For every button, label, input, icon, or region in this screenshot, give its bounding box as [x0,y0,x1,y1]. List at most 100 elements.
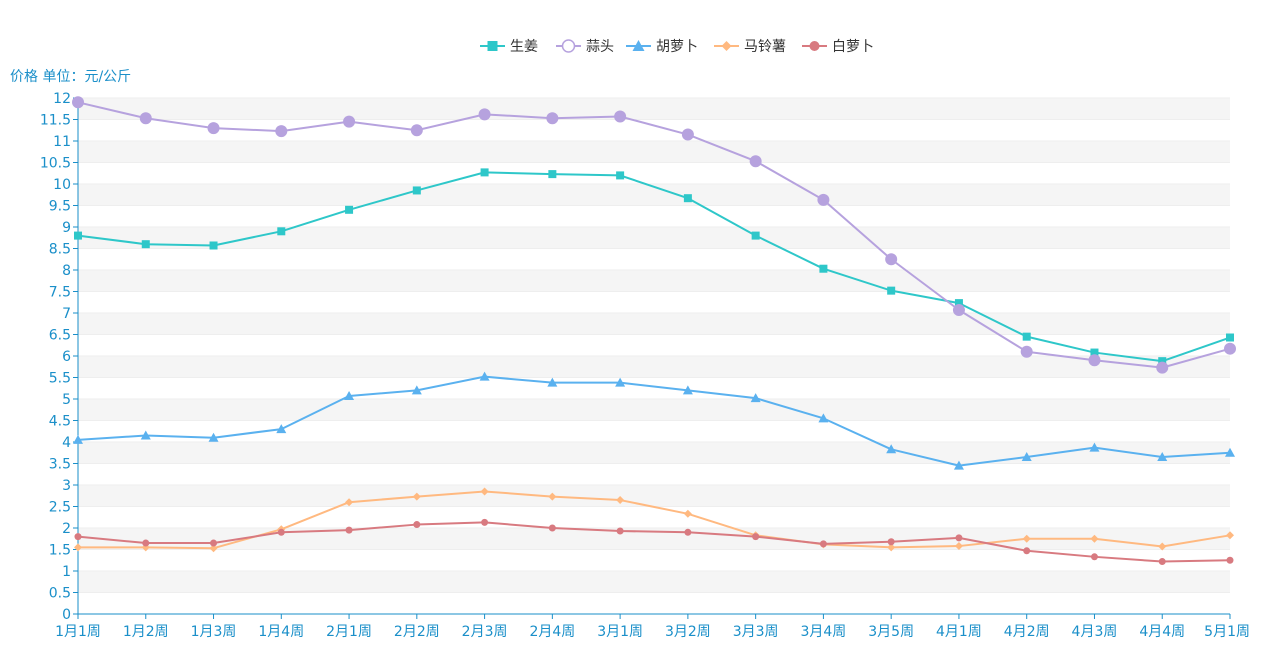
y-axis-ticks: 00.511.522.533.544.555.566.577.588.599.5… [40,91,78,623]
legend-marker [632,40,645,51]
data-point [616,527,624,535]
data-point [208,432,219,442]
data-point [1224,342,1236,355]
data-point [209,241,218,250]
data-point [1022,534,1031,543]
data-point [952,303,965,316]
data-point [139,112,152,125]
legend-label: 白萝卜 [832,39,874,55]
data-point [819,540,827,548]
data-point [887,538,895,546]
data-point [953,460,964,470]
data-point [751,231,760,240]
data-point [1021,452,1032,462]
data-point [345,498,354,507]
grid-band [78,442,1230,464]
y-tick-label: 9 [62,220,71,236]
x-tick-label: 2月1周 [326,624,372,640]
grid-band [78,356,1230,378]
y-tick-label: 1 [62,564,71,580]
y-tick-label: 2 [62,521,71,537]
y-tick-label: 0.5 [49,586,71,602]
gridlines [78,97,1230,593]
data-point [74,543,82,552]
data-point [480,487,489,496]
data-point [749,155,762,168]
y-tick-label: 10.5 [40,156,71,172]
data-point [74,231,82,240]
legend-item-5[interactable]: 白萝卜 [802,39,874,55]
data-point [1020,345,1033,358]
data-point [345,205,354,214]
data-point [209,544,218,553]
data-point [413,521,421,529]
data-point [1158,542,1167,551]
y-tick-label: 4.5 [49,414,71,430]
data-point [615,377,626,387]
y-tick-label: 1.5 [49,543,71,559]
data-point [752,533,760,541]
y-tick-label: 7 [62,306,71,322]
y-tick-label: 4 [62,435,71,451]
grid-band [78,270,1230,292]
x-tick-label: 2月2周 [394,624,440,640]
data-point [1156,361,1169,374]
x-tick-label: 4月2周 [1004,624,1050,640]
grid-band [78,313,1230,335]
grid-band [78,571,1230,593]
data-point [682,385,693,395]
data-point [343,115,356,128]
data-point [276,424,287,434]
data-point [410,124,423,137]
data-point [547,377,558,387]
data-point [277,227,286,236]
series-lines [72,96,1236,566]
x-tick-label: 4月1周 [936,624,982,640]
data-point [1225,447,1235,457]
y-tick-label: 10 [53,177,71,193]
data-point [1090,534,1099,543]
x-tick-label: 4月3周 [1072,624,1118,640]
data-point [1226,531,1234,540]
x-tick-label: 3月3周 [733,624,779,640]
data-point [614,110,627,123]
x-tick-label: 1月1周 [55,624,101,640]
data-point [1158,558,1166,566]
series-5 [74,518,1234,566]
data-point [1226,556,1234,564]
series-3 [73,371,1235,470]
data-point [210,539,218,547]
legend-label: 蒜头 [586,39,614,55]
data-point [1226,333,1234,342]
data-point [1088,354,1101,367]
data-point [887,543,896,552]
x-tick-label: 3月4周 [800,624,846,640]
data-point [345,526,353,534]
grid-bands [78,98,1230,593]
y-tick-label: 3 [62,478,71,494]
y-tick-label: 12 [53,91,71,107]
data-point [1022,332,1031,341]
data-point [616,171,625,180]
grid-band [78,528,1230,550]
legend[interactable]: 生姜 蒜头 胡萝卜 马铃薯 白萝卜 [480,39,874,55]
data-point [141,240,150,249]
legend-item-2[interactable]: 蒜头 [556,39,614,55]
legend-item-4[interactable]: 马铃薯 [714,39,786,55]
y-axis-unit-label: 价格 单位：元/公斤 [10,69,131,85]
data-point [750,393,761,403]
data-point [954,299,963,308]
data-point [817,193,830,206]
data-point [1157,452,1168,462]
y-tick-label: 5.5 [49,371,71,387]
legend-item-3[interactable]: 胡萝卜 [626,39,698,55]
x-tick-label: 3月2周 [665,624,711,640]
y-tick-label: 0 [62,607,71,623]
data-point [275,125,288,138]
series-line [78,490,1231,550]
data-point [887,286,896,295]
legend-item-1[interactable]: 生姜 [480,39,538,55]
y-tick-label: 5 [62,392,71,408]
x-tick-label: 2月3周 [462,624,508,640]
data-point [411,385,422,395]
